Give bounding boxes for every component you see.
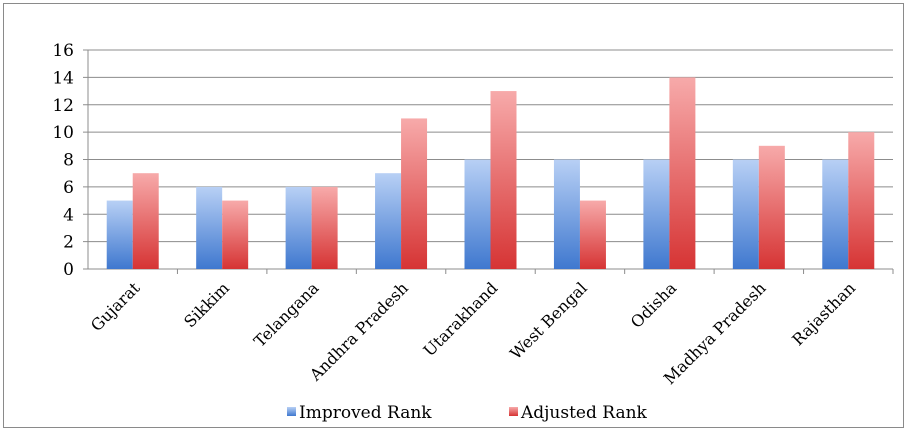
y-tick-label: 10 — [52, 123, 74, 143]
legend: Improved Rank Adjusted Rank — [287, 403, 648, 423]
bar-improved-rank — [106, 200, 133, 269]
bar-improved-rank — [822, 159, 849, 269]
bar-adjusted-rank — [579, 200, 606, 269]
bar-improved-rank — [285, 186, 312, 269]
bar-improved-rank — [375, 173, 402, 269]
bar-adjusted-rank — [222, 200, 249, 269]
legend-swatch-adjusted — [509, 407, 518, 416]
x-category-label: Gujarat — [87, 278, 144, 335]
y-tick-label: 12 — [52, 96, 74, 116]
bar-adjusted-rank — [401, 118, 428, 269]
y-tick-label: 8 — [63, 151, 74, 171]
legend-label-improved: Improved Rank — [299, 403, 432, 423]
bar-improved-rank — [196, 186, 223, 269]
x-category-label: Rajasthan — [788, 278, 859, 349]
y-tick-label: 14 — [52, 68, 74, 88]
y-tick-label: 4 — [63, 205, 74, 225]
bar-adjusted-rank — [490, 91, 517, 269]
bar-adjusted-rank — [311, 186, 338, 269]
bar-adjusted-rank — [848, 132, 875, 269]
bar-adjusted-rank — [758, 145, 785, 269]
bar-improved-rank — [643, 159, 670, 269]
legend-label-adjusted: Adjusted Rank — [520, 403, 648, 423]
y-tick-label: 0 — [63, 260, 74, 280]
legend-swatch-improved — [287, 407, 296, 416]
x-category-label: Odisha — [627, 278, 681, 332]
x-category-label: Sikkim — [180, 278, 233, 331]
x-category-label: Andhra Pradesh — [305, 278, 412, 385]
y-tick-label: 2 — [63, 233, 74, 253]
x-category-label: Utarakhand — [419, 278, 501, 360]
bars — [106, 77, 875, 269]
x-category-label: Telangana — [250, 278, 323, 351]
bar-adjusted-rank — [132, 173, 159, 269]
x-category-label: West Bengal — [506, 278, 591, 363]
bar-adjusted-rank — [669, 77, 696, 269]
y-tick-label: 16 — [52, 41, 74, 61]
bar-improved-rank — [732, 159, 759, 269]
y-tick-label: 6 — [63, 178, 74, 198]
bar-improved-rank — [553, 159, 580, 269]
bar-improved-rank — [464, 159, 491, 269]
axes: 0 2 4 6 8 10 12 14 16 — [52, 41, 894, 280]
